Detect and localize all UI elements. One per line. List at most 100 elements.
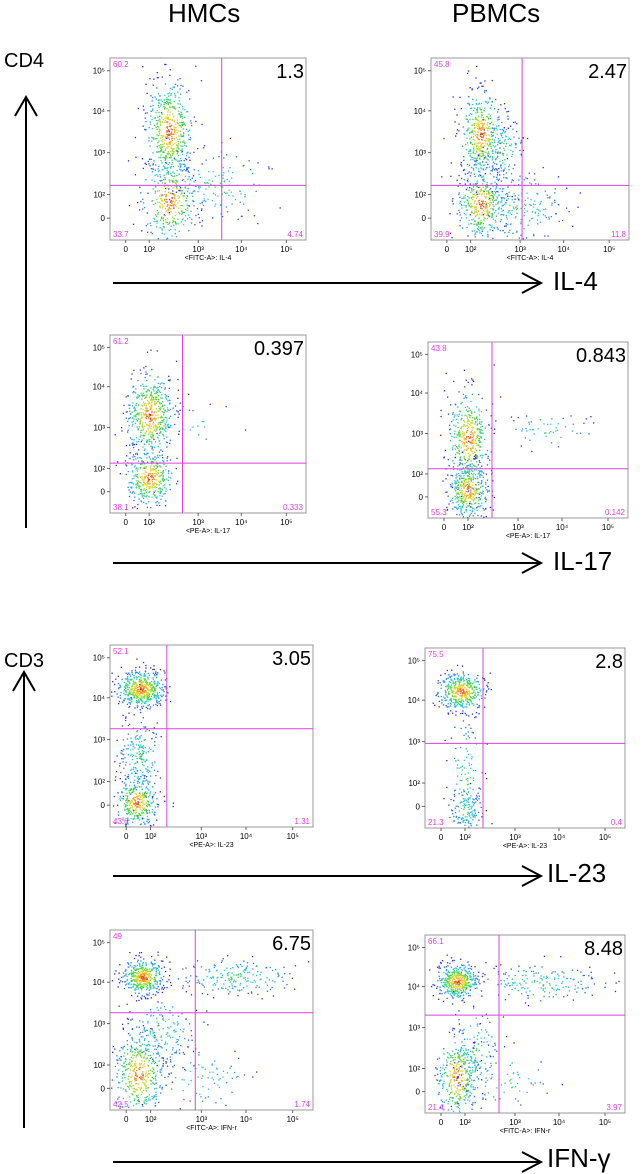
y-tick-label: 10³ [93,1020,105,1029]
x-tick-label: 10⁴ [556,523,569,532]
y-tick-label: 0 [416,802,421,811]
quadrant-upper-right: 3.05 [272,648,311,670]
quadrant-lower-left: 43.6 [113,817,129,826]
y-tick-label: 10² [93,191,105,200]
x-axis-label: <FITC-A>: IFN-r [186,1125,237,1132]
y-tick-label: 10⁵ [411,350,423,359]
quadrant-lower-right: 1.31 [294,817,310,826]
y-tick-label: 10⁴ [408,983,421,992]
y-tick-label: 0 [101,214,106,223]
x-tick-label: 10³ [509,1118,521,1127]
x-tick-label: 10⁴ [235,518,248,527]
quadrant-lower-left: 55.3 [431,508,447,517]
y-tick-label: 0 [101,488,106,497]
x-tick-label: 10⁵ [280,518,292,527]
quadrant-lower-left: 21.3 [428,818,444,827]
quadrant-lower-left: 42.5 [113,1100,129,1109]
x-tick-label: 10⁵ [603,245,615,254]
y-tick-label: 10³ [93,424,105,433]
quadrant-lower-right: 0.4 [611,818,623,827]
x-axis-label: <PE-A>: IL-17 [506,533,550,540]
y-tick-label: 10⁵ [414,67,426,76]
y-tick-label: 10⁴ [93,694,106,703]
x-tick-label: 10² [143,518,155,527]
x-tick-label: 10³ [192,518,204,527]
x-tick-label: 10² [145,1115,157,1124]
x-tick-label: 10³ [514,245,526,254]
quadrant-lower-right: 1.74 [294,1100,310,1109]
y-tick-label: 10² [414,191,426,200]
x-tick-label: 10³ [196,1115,208,1124]
quadrant-upper-left: 45.8 [434,60,450,69]
x-tick-label: 0 [439,1118,444,1127]
quadrant-upper-left: 60.2 [113,60,129,69]
row-marker-il4: IL-4 [553,266,598,297]
y-tick-label: 10² [93,465,105,474]
x-tick-label: 10⁵ [599,833,611,842]
quadrant-upper-left: 75.5 [428,650,444,659]
y-tick-label: 10² [411,470,423,479]
plot-frame [110,58,306,240]
quadrant-upper-left: 49 [113,932,122,941]
x-tick-label: 10³ [192,245,204,254]
quadrant-lower-right: 3.97 [606,1103,622,1112]
y-tick-label: 10⁵ [408,943,420,952]
plot-frame [428,342,628,518]
quadrant-upper-left: 52.1 [113,647,129,656]
x-tick-label: 10⁴ [557,245,570,254]
x-tick-label: 10² [143,245,155,254]
x-tick-label: 0 [124,832,129,841]
x-tick-label: 10⁵ [599,1118,611,1127]
y-tick-label: 10⁴ [408,696,421,705]
quadrant-upper-left: 61.2 [113,337,129,346]
row-marker-il23: IL-23 [547,858,606,889]
quadrant-lower-right: 4.74 [287,230,303,239]
x-tick-label: 10³ [196,832,208,841]
y-tick-label: 10⁴ [93,978,106,987]
x-tick-label: 0 [439,833,444,842]
y-tick-label: 0 [101,801,106,810]
x-axis-label: <PE-A>: IL-23 [503,843,547,850]
x-tick-label: 10⁵ [602,523,614,532]
x-tick-label: 10³ [512,523,524,532]
y-tick-label: 10³ [93,149,105,158]
x-tick-label: 10² [462,523,474,532]
x-tick-label: 10² [459,833,471,842]
x-tick-label: 0 [124,1115,129,1124]
y-tick-label: 10³ [414,149,426,158]
y-tick-label: 10⁵ [93,67,105,76]
x-axis-label: <FITC-A>: IL-4 [185,255,232,262]
plot-frame [431,58,629,240]
y-tick-label: 10⁴ [411,389,424,398]
x-tick-label: 0 [445,245,450,254]
x-tick-label: 10⁴ [553,1118,566,1127]
y-tick-label: 10⁴ [414,107,427,116]
y-tick-label: 10⁵ [93,343,105,352]
quadrant-upper-right: 8.48 [584,938,623,960]
y-tick-label: 0 [101,1084,106,1093]
x-axis-label: <FITC-A>: IL-4 [507,255,554,262]
x-tick-label: 0 [123,518,128,527]
quadrant-upper-right: 2.8 [595,651,623,673]
y-tick-label: 10³ [408,1024,420,1033]
y-tick-label: 10³ [411,430,423,439]
x-tick-label: 10⁵ [287,1115,299,1124]
y-tick-label: 10⁵ [93,939,105,948]
quadrant-upper-right: 1.3 [276,61,304,83]
x-tick-label: 10⁴ [553,833,566,842]
row-marker-ifng: IFN-γ [547,1143,611,1174]
quadrant-upper-right: 2.47 [588,61,627,83]
y-tick-label: 10⁴ [93,383,106,392]
flow-plot-panel: 10⁵ 10⁴ 10³ 10² 0 0 10² 10³ 10⁴ 10⁵ <PE-A>: IL-17 6… [82,329,312,535]
x-axis-label: <PE-A>: IL-17 [186,528,230,535]
quadrant-upper-left: 43.8 [431,344,447,353]
